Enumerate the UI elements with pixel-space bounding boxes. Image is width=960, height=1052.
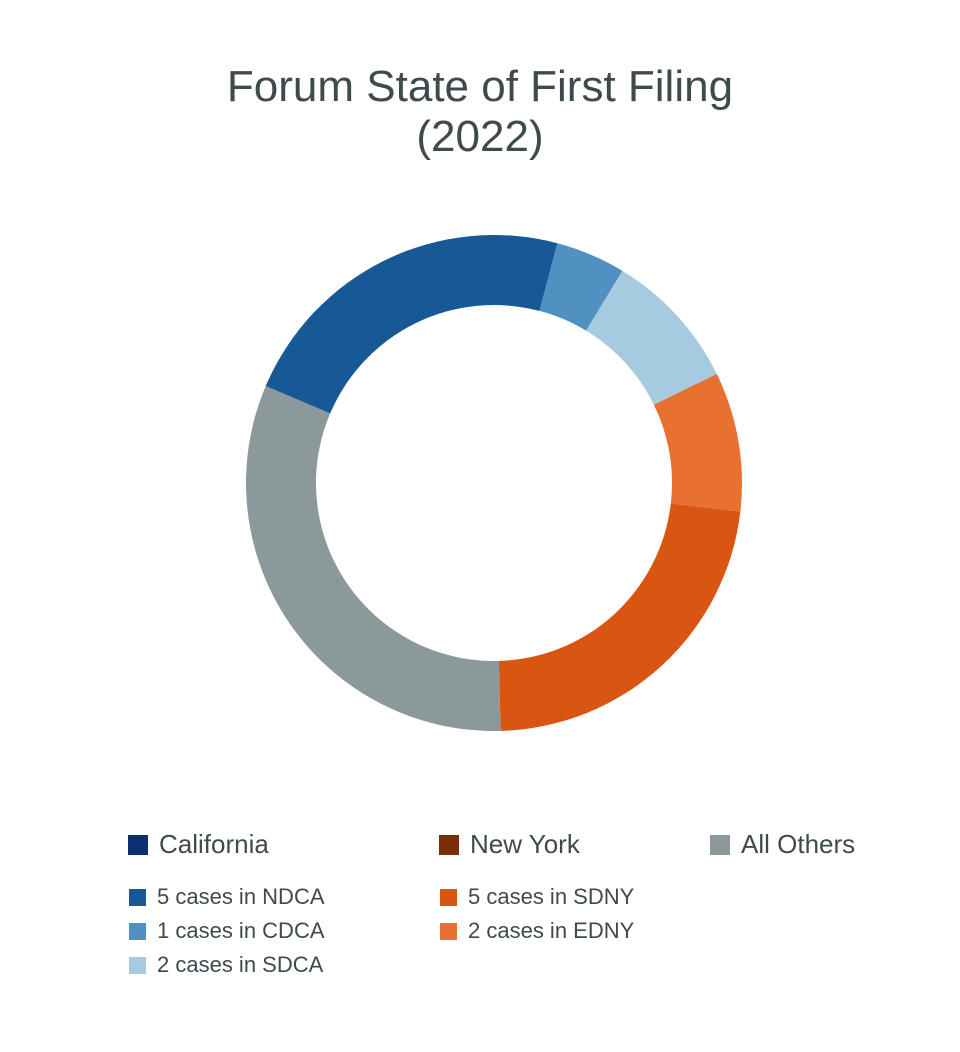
legend-swatch-all-others bbox=[710, 834, 730, 855]
donut-slice-2 bbox=[586, 270, 717, 405]
legend-item-ndca: 5 cases in NDCA bbox=[129, 884, 325, 910]
legend-label-all-others: All Others bbox=[741, 829, 856, 859]
legend-label-sdca: 2 cases in SDCA bbox=[157, 952, 324, 977]
donut-slice-1 bbox=[539, 243, 623, 331]
legend-item-cdca: 1 cases in CDCA bbox=[129, 918, 325, 944]
chart-title-line-2: (2022) bbox=[416, 112, 544, 161]
donut-slice-3 bbox=[653, 373, 742, 512]
legend-swatch-sdny bbox=[440, 888, 457, 906]
donut-slice-4 bbox=[498, 503, 741, 731]
legend-label-sdny: 5 cases in SDNY bbox=[468, 884, 635, 909]
legend-swatch-edny bbox=[440, 922, 457, 940]
donut-slice-0 bbox=[265, 235, 558, 414]
legend-item-sdny: 5 cases in SDNY bbox=[440, 884, 634, 910]
legend-label-edny: 2 cases in EDNY bbox=[468, 918, 635, 943]
legend-item-sdca: 2 cases in SDCA bbox=[129, 952, 323, 978]
legend-swatch-sdca bbox=[129, 956, 146, 974]
legend-swatch-ndca bbox=[129, 888, 146, 906]
legend-label-new-york: New York bbox=[470, 829, 580, 859]
legend-item-california: California bbox=[128, 829, 269, 860]
legend-item-all-others: All Others bbox=[710, 829, 855, 860]
legend-swatch-new-york bbox=[439, 834, 459, 855]
legend-item-new-york: New York bbox=[439, 829, 580, 860]
chart-title-line-1: Forum State of First Filing bbox=[226, 62, 734, 111]
legend-label-cdca: 1 cases in CDCA bbox=[157, 918, 325, 943]
chart-title: Forum State of First Filing (2022) bbox=[0, 62, 960, 162]
legend-swatch-cdca bbox=[129, 922, 146, 940]
donut-slice-5 bbox=[245, 386, 501, 731]
legend-label-california: California bbox=[159, 829, 269, 859]
legend-swatch-california bbox=[128, 834, 148, 855]
legend-item-edny: 2 cases in EDNY bbox=[440, 918, 634, 944]
legend-label-ndca: 5 cases in NDCA bbox=[157, 884, 325, 909]
